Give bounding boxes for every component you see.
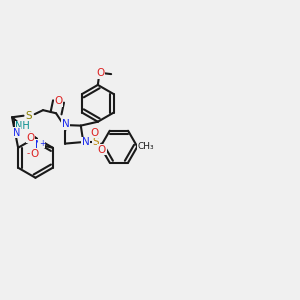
Text: O: O [98, 145, 106, 155]
Text: S: S [92, 137, 99, 147]
Text: CH₃: CH₃ [137, 142, 154, 151]
Text: S: S [26, 111, 32, 121]
Text: N: N [62, 119, 70, 129]
Text: N: N [35, 140, 43, 150]
Text: O: O [54, 97, 63, 106]
Text: -: - [27, 149, 30, 158]
Text: O: O [90, 128, 98, 138]
Text: N: N [13, 128, 20, 137]
Text: O: O [30, 149, 38, 159]
Text: NH: NH [15, 122, 30, 131]
Text: O: O [26, 133, 34, 143]
Text: +: + [39, 139, 45, 148]
Text: O: O [96, 68, 104, 78]
Text: N: N [82, 137, 90, 147]
